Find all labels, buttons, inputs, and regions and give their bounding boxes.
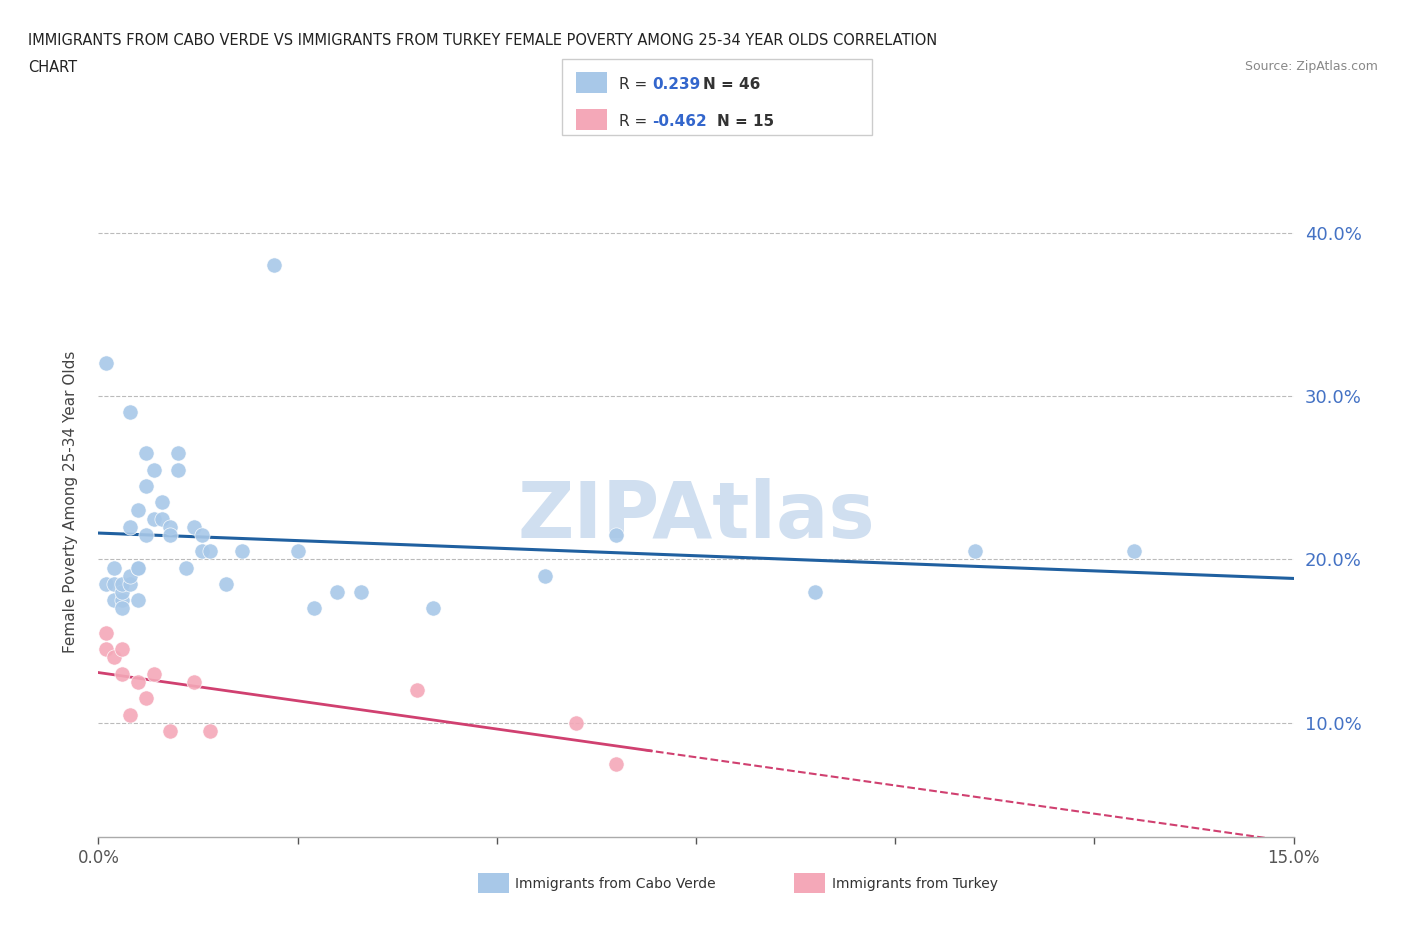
Point <box>183 519 205 534</box>
Point <box>143 462 166 477</box>
Point <box>191 544 214 559</box>
Point <box>422 601 444 616</box>
Point <box>103 592 125 607</box>
Point <box>605 756 627 771</box>
Text: ZIPAtlas: ZIPAtlas <box>517 478 875 553</box>
Point <box>533 568 555 583</box>
Point <box>215 577 238 591</box>
Point <box>127 592 149 607</box>
Point <box>127 560 149 575</box>
Point <box>198 724 221 738</box>
Point <box>231 544 253 559</box>
Text: -0.462: -0.462 <box>652 114 707 129</box>
Point <box>135 691 157 706</box>
Text: Immigrants from Turkey: Immigrants from Turkey <box>832 876 998 891</box>
Point <box>120 568 142 583</box>
Text: Immigrants from Cabo Verde: Immigrants from Cabo Verde <box>515 876 716 891</box>
Text: IMMIGRANTS FROM CABO VERDE VS IMMIGRANTS FROM TURKEY FEMALE POVERTY AMONG 25-34 : IMMIGRANTS FROM CABO VERDE VS IMMIGRANTS… <box>28 33 938 47</box>
Point <box>120 577 142 591</box>
Text: N = 46: N = 46 <box>703 77 761 92</box>
Point <box>96 642 118 657</box>
Text: N = 15: N = 15 <box>717 114 775 129</box>
Point <box>103 650 125 665</box>
Point <box>287 544 309 559</box>
Point <box>143 512 166 526</box>
Point <box>159 527 181 542</box>
Point <box>183 674 205 689</box>
Point <box>135 527 157 542</box>
Point <box>103 560 125 575</box>
Point <box>111 601 134 616</box>
Point <box>111 666 134 681</box>
Point <box>326 585 349 600</box>
Point <box>804 585 827 600</box>
Point <box>174 560 197 575</box>
Point <box>1123 544 1146 559</box>
Point <box>167 462 190 477</box>
Point <box>406 683 429 698</box>
Text: R =: R = <box>619 114 652 129</box>
Point <box>111 592 134 607</box>
Point <box>120 405 142 419</box>
Point <box>191 527 214 542</box>
Point <box>159 519 181 534</box>
Point <box>111 577 134 591</box>
Point <box>127 503 149 518</box>
Text: Source: ZipAtlas.com: Source: ZipAtlas.com <box>1244 60 1378 73</box>
Point <box>135 445 157 460</box>
Point <box>263 258 285 272</box>
Point <box>120 519 142 534</box>
Text: 0.239: 0.239 <box>652 77 700 92</box>
Point <box>127 674 149 689</box>
Point <box>565 715 588 730</box>
Point <box>963 544 986 559</box>
Point <box>135 478 157 493</box>
Point <box>143 666 166 681</box>
Point <box>167 445 190 460</box>
Point <box>302 601 325 616</box>
Text: R =: R = <box>619 77 652 92</box>
Point <box>111 585 134 600</box>
Point <box>96 625 118 640</box>
Point <box>198 544 221 559</box>
Point <box>96 356 118 371</box>
Point <box>150 495 173 510</box>
Point <box>111 642 134 657</box>
Point <box>159 724 181 738</box>
Point <box>96 577 118 591</box>
Point <box>103 577 125 591</box>
Text: CHART: CHART <box>28 60 77 75</box>
Point <box>350 585 373 600</box>
Point <box>605 527 627 542</box>
Point <box>127 560 149 575</box>
Point <box>150 512 173 526</box>
Point <box>120 707 142 722</box>
Y-axis label: Female Poverty Among 25-34 Year Olds: Female Poverty Among 25-34 Year Olds <box>63 351 77 654</box>
